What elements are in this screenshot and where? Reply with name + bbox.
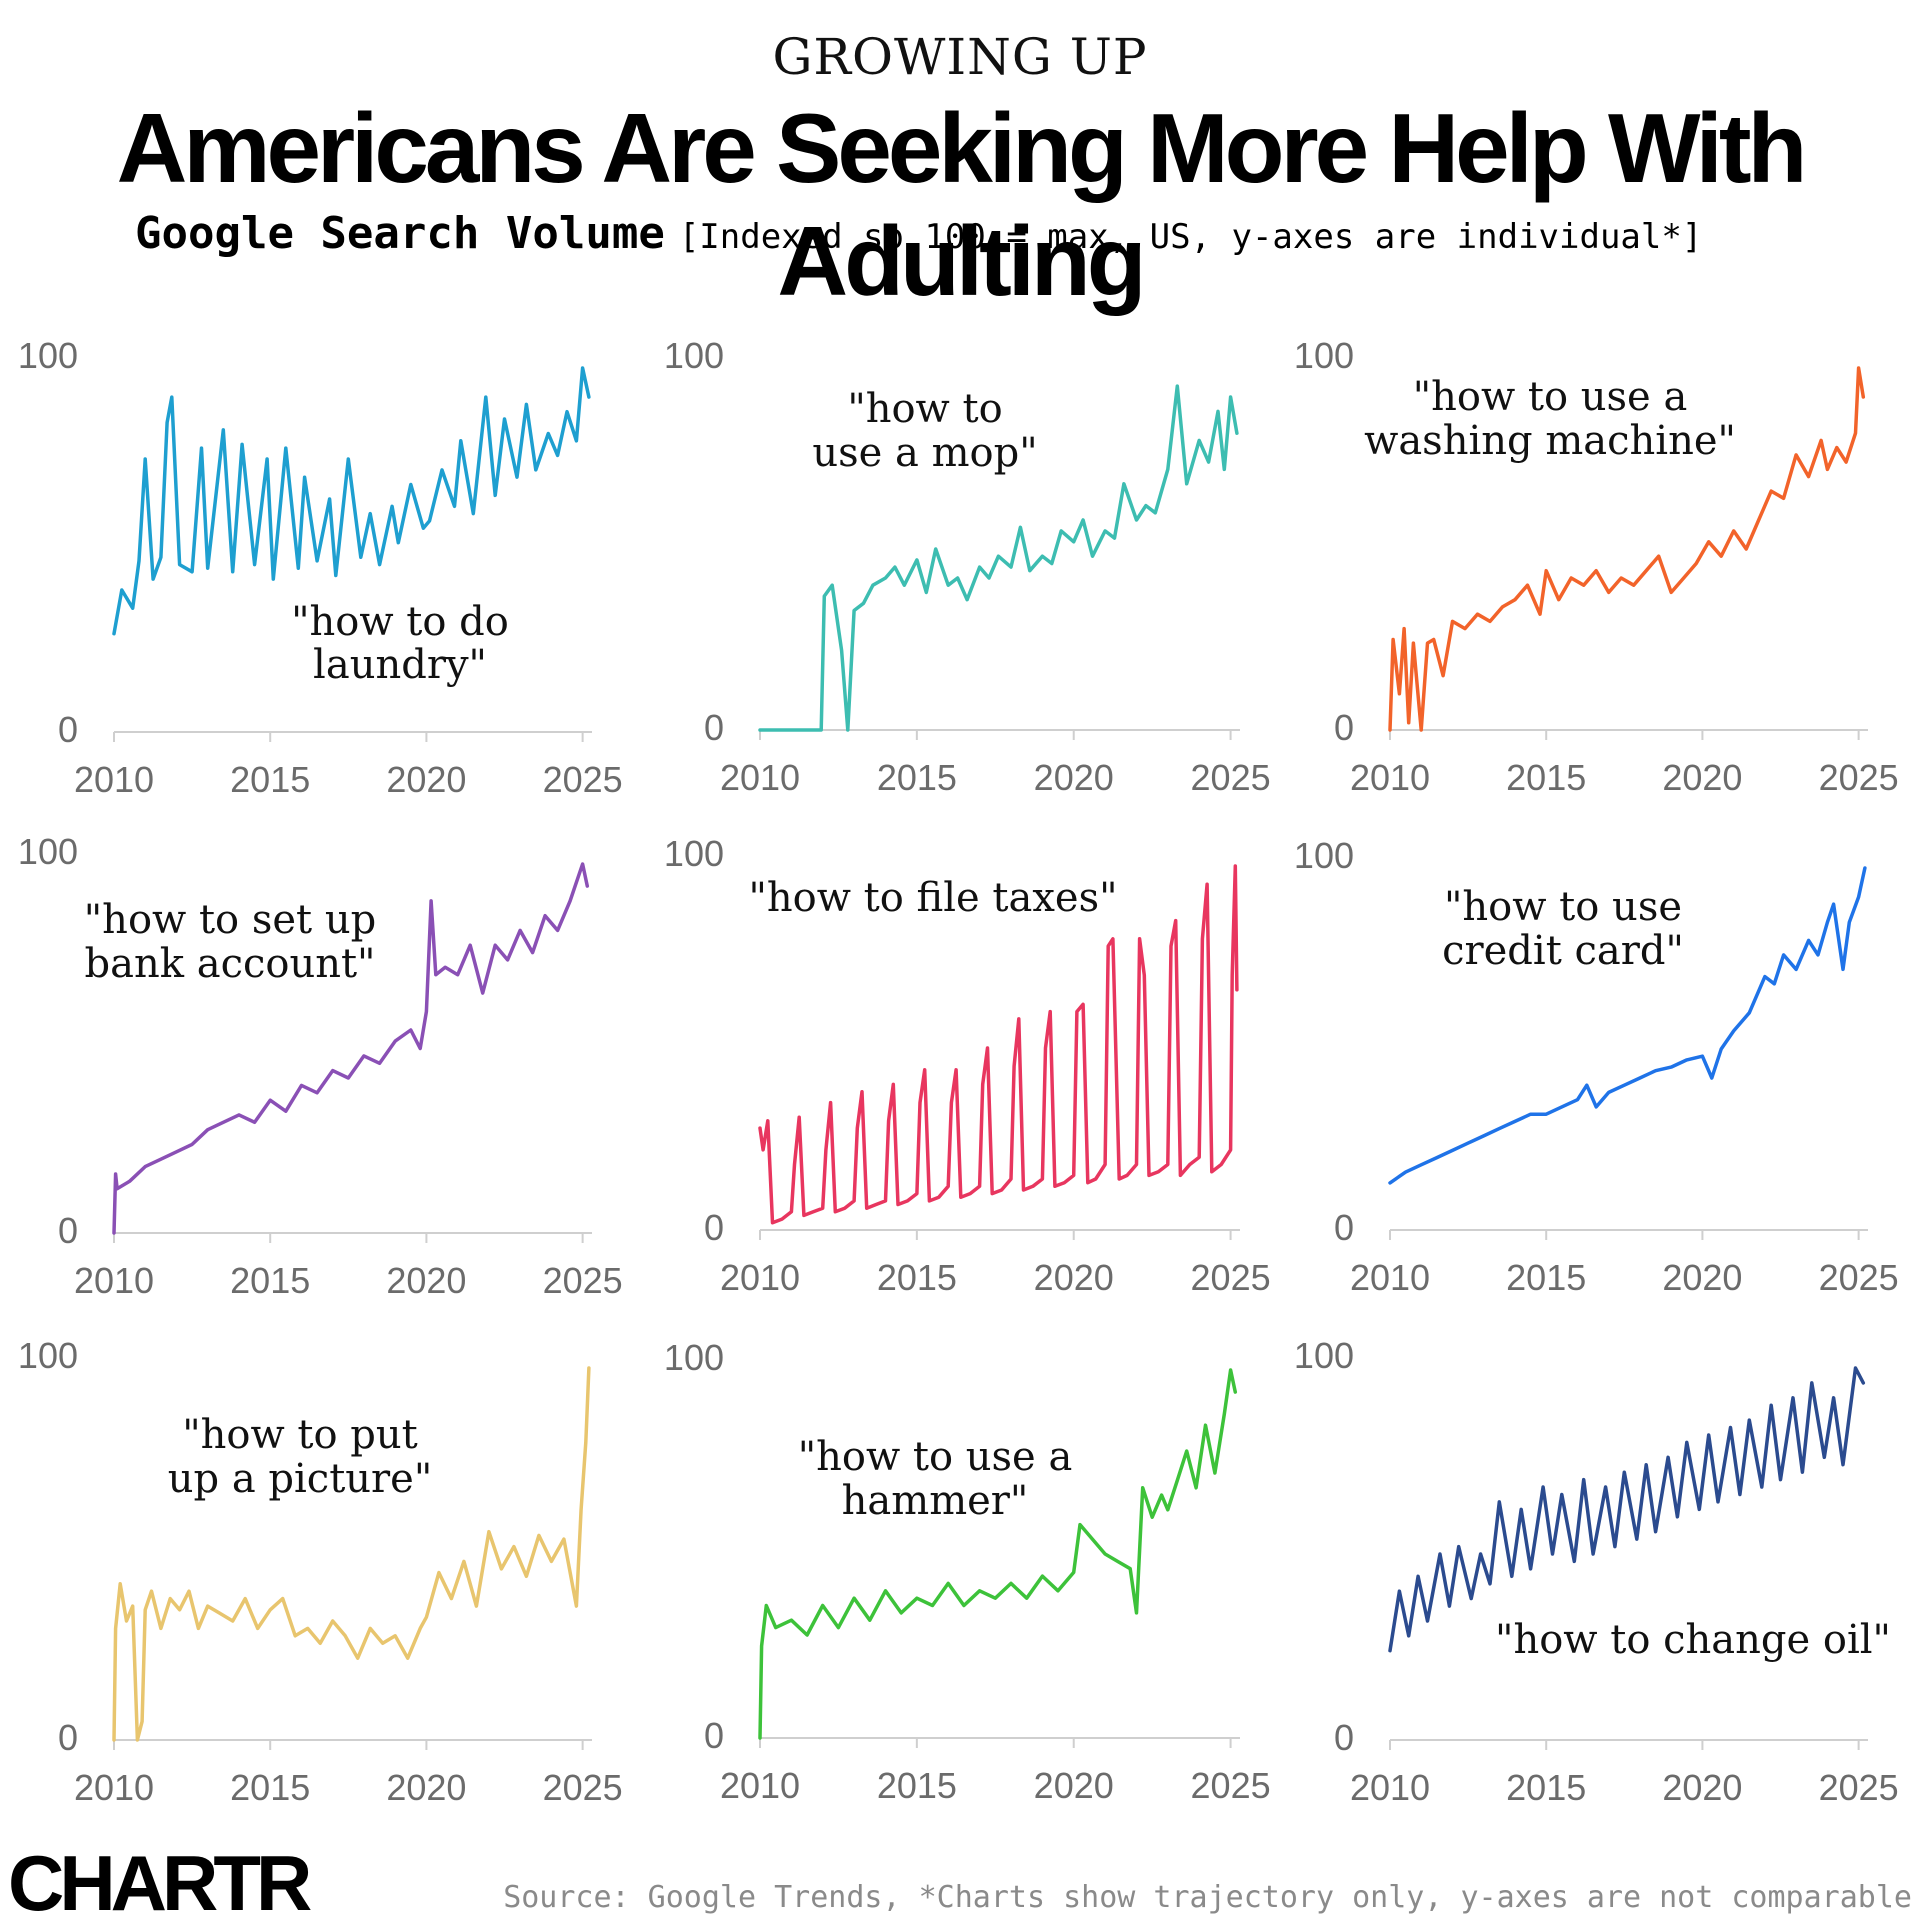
y-tick-label: 0 [58, 1210, 78, 1251]
x-tick-label: 2020 [1034, 757, 1114, 798]
chart-label: up a picture" [168, 1456, 432, 1502]
x-tick-label: 2010 [1350, 1257, 1430, 1298]
chart-label: "how to [847, 386, 1002, 432]
series-line [112, 862, 590, 1235]
x-tick-label: 2025 [1191, 757, 1271, 798]
chart-label: "how to change oil" [1495, 1617, 1891, 1663]
x-tick-label: 2015 [230, 759, 310, 800]
x-tick-label: 2015 [1506, 1767, 1586, 1808]
x-tick-label: 2025 [1191, 1765, 1271, 1806]
chart-label: "how to use a [1413, 374, 1688, 420]
y-tick-label: 100 [664, 335, 724, 376]
y-tick-label: 100 [18, 831, 78, 872]
x-tick-label: 2020 [386, 1767, 466, 1808]
subtitle-strong: Google Search Volume [135, 208, 665, 259]
x-tick-label: 2015 [1506, 1257, 1586, 1298]
y-tick-label: 100 [1294, 335, 1354, 376]
y-tick-label: 0 [58, 709, 78, 750]
chart-label: "how to put [182, 1412, 418, 1458]
x-tick-label: 2020 [1662, 1767, 1742, 1808]
x-tick-label: 2010 [74, 759, 154, 800]
y-tick-label: 0 [704, 707, 724, 748]
y-tick-label: 100 [1294, 835, 1354, 876]
x-tick-label: 2025 [543, 1767, 623, 1808]
x-tick-label: 2025 [1819, 757, 1899, 798]
series-line [758, 1368, 1238, 1740]
y-tick-label: 0 [704, 1715, 724, 1756]
chart-label: "how to do [291, 599, 509, 645]
x-tick-label: 2020 [386, 1260, 466, 1301]
x-tick-label: 2025 [543, 1260, 623, 1301]
subtitle: Google Search Volume [Indexed so 100 = ma… [135, 208, 1702, 259]
chart-label: bank account" [85, 941, 376, 987]
x-tick-label: 2010 [720, 1257, 800, 1298]
x-tick-label: 2025 [543, 759, 623, 800]
x-tick-label: 2015 [877, 757, 957, 798]
source-note: Source: Google Trends, *Charts show traj… [503, 1880, 1912, 1915]
y-tick-label: 0 [1334, 1207, 1354, 1248]
y-tick-label: 0 [704, 1207, 724, 1248]
chart-label: washing machine" [1364, 418, 1736, 464]
x-tick-label: 2020 [1034, 1257, 1114, 1298]
x-tick-label: 2015 [877, 1257, 957, 1298]
series-line [758, 864, 1239, 1225]
x-tick-label: 2020 [1662, 757, 1742, 798]
x-tick-label: 2010 [1350, 1767, 1430, 1808]
x-tick-label: 2020 [1034, 1765, 1114, 1806]
series-line [1388, 1366, 1866, 1653]
x-tick-label: 2010 [1350, 757, 1430, 798]
chart-label: hammer" [842, 1478, 1029, 1524]
x-tick-label: 2025 [1191, 1257, 1271, 1298]
x-tick-label: 2025 [1819, 1767, 1899, 1808]
chartr-logo: CHARTR [8, 1839, 312, 1927]
x-tick-label: 2010 [720, 1765, 800, 1806]
series-line [1388, 366, 1866, 732]
y-tick-label: 100 [664, 833, 724, 874]
series-line [758, 384, 1239, 732]
y-tick-label: 100 [18, 335, 78, 376]
chart-label: credit card" [1442, 928, 1684, 974]
x-tick-label: 2015 [230, 1767, 310, 1808]
x-tick-label: 2015 [1506, 757, 1586, 798]
chart-label: "how to file taxes" [748, 875, 1117, 921]
x-tick-label: 2010 [74, 1767, 154, 1808]
x-tick-label: 2020 [1662, 1257, 1742, 1298]
chart-label: "how to use a [798, 1434, 1073, 1480]
subtitle-note: [Indexed so 100 = max, US, y-axes are in… [678, 217, 1703, 257]
series-line [112, 366, 591, 636]
y-tick-label: 0 [1334, 1717, 1354, 1758]
x-tick-label: 2015 [877, 1765, 957, 1806]
y-tick-label: 100 [18, 1335, 78, 1376]
x-tick-label: 2010 [74, 1260, 154, 1301]
series-line [1388, 866, 1867, 1185]
y-tick-label: 0 [58, 1717, 78, 1758]
x-tick-label: 2015 [230, 1260, 310, 1301]
x-tick-label: 2010 [720, 757, 800, 798]
chart-label: "how to use [1444, 884, 1682, 930]
y-tick-label: 100 [1294, 1335, 1354, 1376]
page-title: Americans Are Seeking More Help With Adu… [116, 93, 1808, 316]
chart-label: use a mop" [812, 430, 1037, 476]
y-tick-label: 0 [1334, 707, 1354, 748]
series-line [112, 1366, 591, 1742]
chart-label: laundry" [313, 642, 487, 688]
x-tick-label: 2020 [386, 759, 466, 800]
chart-label: "how to set up [84, 897, 376, 943]
y-tick-label: 100 [664, 1337, 724, 1378]
x-tick-label: 2025 [1819, 1257, 1899, 1298]
kicker: GROWING UP [772, 28, 1148, 86]
